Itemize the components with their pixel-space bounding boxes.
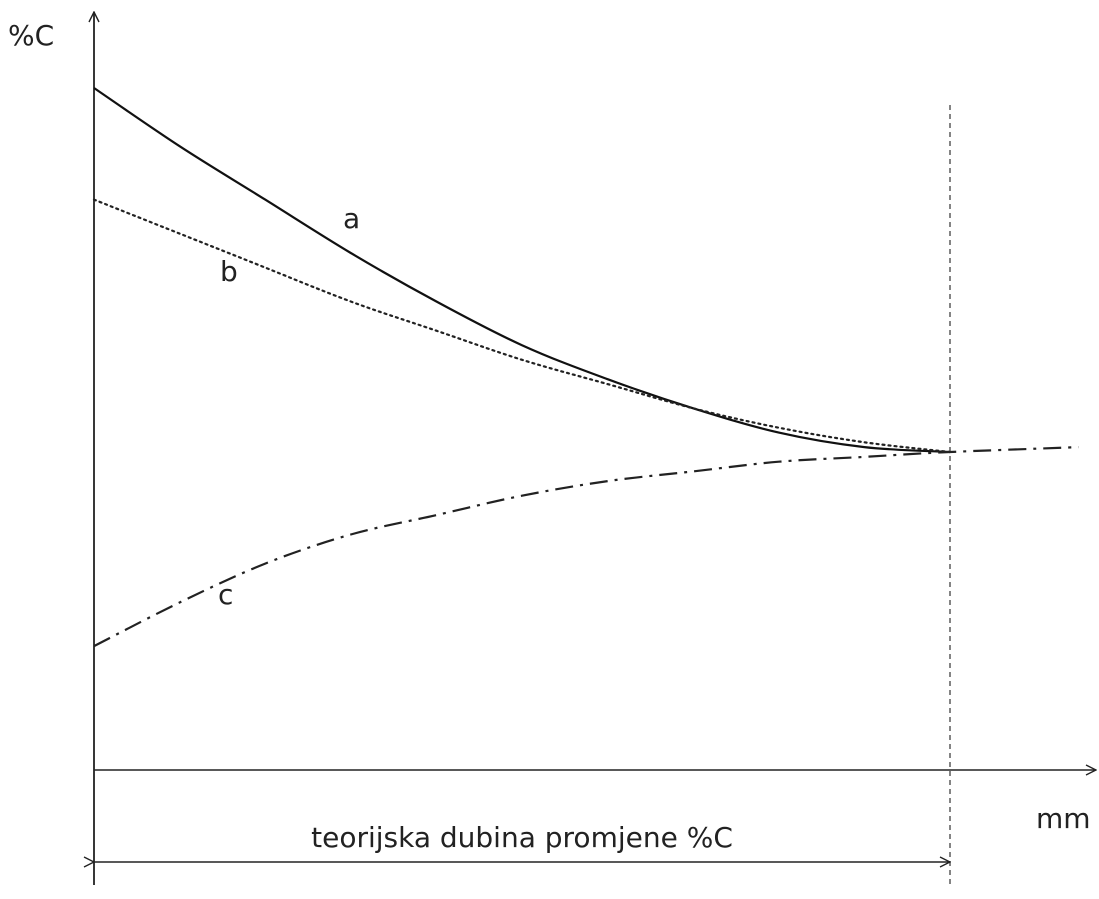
depth-annotation: teorijska dubina promjene %C [311,821,733,854]
series-c-label: c [218,578,233,611]
series-b-label: b [220,255,238,288]
series-a-label: a [343,202,360,235]
series-a-line [93,87,951,454]
series-b-line [92,198,952,454]
x-axis-label: mm [1036,802,1091,835]
y-axis-label: %C [8,19,54,52]
series-c-line [93,446,1079,648]
